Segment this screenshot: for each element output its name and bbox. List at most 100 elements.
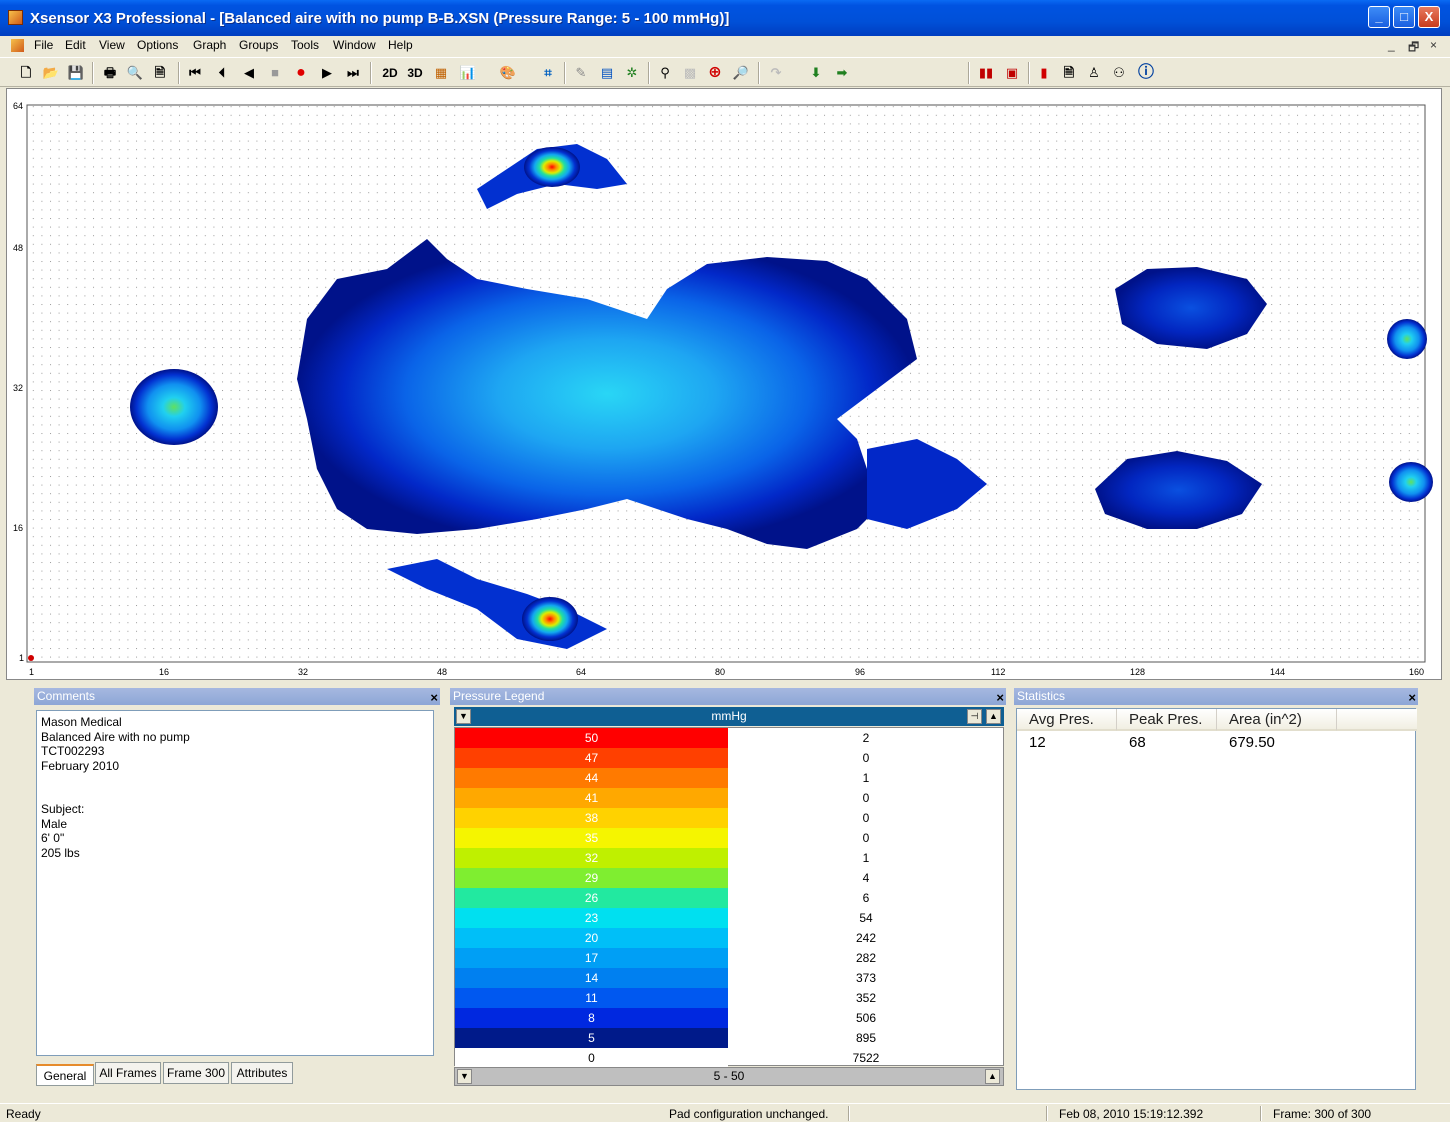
tab-all-frames[interactable]: All Frames xyxy=(95,1062,161,1084)
legend-table: 50 2 47 0 44 1 41 0 38 0 35 0 32 1 29 4 26 6 23 54 20 242 17 28… xyxy=(454,727,1004,1068)
pressure-map[interactable]: 64 48 32 16 1 1 16 32 48 64 80 96 112 12… xyxy=(6,88,1442,680)
tab-attributes[interactable]: Attributes xyxy=(231,1062,293,1084)
step-back-icon[interactable]: ◀ xyxy=(244,65,254,80)
menu-graph[interactable]: Graph xyxy=(193,38,227,52)
toolbar: 🗋 📂 💾 🖶 🔍 🗎 ⏮ ⏴ ◀ ■ ● ▶ ⏭ 2D 3D ▦ 📊 🎨 ⌗ … xyxy=(0,57,1450,87)
legend-dropdown-button[interactable]: ▼ xyxy=(456,709,471,724)
y-tick-32: 32 xyxy=(13,383,23,393)
stats-col-peak[interactable]: Peak Pres. xyxy=(1117,709,1217,731)
print-icon[interactable]: 🖶 xyxy=(103,65,117,80)
print-preview-icon[interactable]: 🔍 xyxy=(126,65,144,80)
info-icon[interactable]: ⓘ xyxy=(1137,64,1154,81)
stats-col-avg[interactable]: Avg Pres. xyxy=(1017,709,1117,731)
previous-frame-icon[interactable]: ⏴ xyxy=(218,65,226,80)
x-tick-128: 128 xyxy=(1130,667,1145,677)
mdi-close-button[interactable]: × xyxy=(1430,38,1438,52)
legend-count: 0 xyxy=(862,791,870,805)
comments-header: Comments × xyxy=(34,688,440,705)
app-icon[interactable] xyxy=(8,10,23,25)
legend-swatch: 38 xyxy=(455,808,728,828)
legend-toggle-icon[interactable]: ▮ xyxy=(1040,65,1048,80)
legend-count: 373 xyxy=(855,971,877,985)
export-icon[interactable]: ➡ xyxy=(836,65,848,80)
last-frame-icon[interactable]: ⏭ xyxy=(347,65,359,80)
record-icon[interactable]: ● xyxy=(296,64,306,81)
statistics-table: Avg Pres. Peak Pres. Area (in^2) 12 68 6… xyxy=(1016,708,1417,1090)
body-icon[interactable]: ♙ xyxy=(1088,65,1100,80)
menu-help[interactable]: Help xyxy=(388,38,413,52)
x-tick-160: 160 xyxy=(1409,667,1424,677)
legend-swatch: 5 xyxy=(455,1028,728,1048)
comment-line: Male xyxy=(41,816,68,831)
play-icon[interactable]: ▶ xyxy=(322,65,332,80)
legend-row: 0 7522 xyxy=(455,1048,1003,1068)
comments-toggle-icon[interactable]: 🗎 xyxy=(1063,65,1075,80)
zoom-icon[interactable]: 🔎 xyxy=(732,65,750,80)
title-bar: Xsensor X3 Professional - [Balanced aire… xyxy=(0,0,1450,36)
palette-icon[interactable]: 🎨 xyxy=(499,65,517,80)
legend-unit: mmHg xyxy=(711,709,747,723)
legend-scroll-up-button[interactable]: ▲ xyxy=(986,709,1001,724)
y-tick-1: 1 xyxy=(19,653,24,663)
menu-options[interactable]: Options xyxy=(137,38,179,52)
redo-icon[interactable]: ↷ xyxy=(770,65,782,80)
close-button[interactable]: X xyxy=(1418,6,1440,28)
stats-peak-value: 68 xyxy=(1129,734,1146,751)
legend-range-down-button[interactable]: ▼ xyxy=(457,1069,472,1084)
legend-close-button[interactable]: × xyxy=(996,690,1004,705)
menu-file[interactable]: File xyxy=(34,38,54,52)
legend-swatch: 0 xyxy=(455,1048,728,1068)
minimize-button[interactable]: _ xyxy=(1368,6,1390,28)
stats-col-area[interactable]: Area (in^2) xyxy=(1217,709,1337,731)
legend-unit-header: ▼ mmHg ⊣ ▲ xyxy=(454,707,1004,726)
menu-view[interactable]: View xyxy=(99,38,125,52)
comments-close-button[interactable]: × xyxy=(430,690,438,705)
statistics-panel: Statistics × Avg Pres. Peak Pres. Area (… xyxy=(1012,686,1420,1092)
page-setup-icon[interactable]: 🗎 xyxy=(154,65,166,80)
stats-area-value: 679.50 xyxy=(1229,734,1275,751)
document-icon[interactable] xyxy=(11,39,24,52)
grid-icon[interactable]: ⌗ xyxy=(544,65,552,80)
report-icon[interactable]: ▣ xyxy=(1005,65,1019,80)
tab-general[interactable]: General xyxy=(36,1064,94,1086)
comments-text[interactable]: Mason Medical Balanced Aire with no pump T… xyxy=(36,710,434,1056)
comment-line: February 2010 xyxy=(41,758,120,773)
menu-groups[interactable]: Groups xyxy=(239,38,279,52)
view-2d-button[interactable]: 2D xyxy=(382,66,398,80)
filter-icon[interactable]: ✲ xyxy=(626,65,638,80)
legend-count: 1 xyxy=(862,851,870,865)
pressure-map-svg[interactable]: 64 48 32 16 1 1 16 32 48 64 80 96 112 12… xyxy=(7,89,1441,679)
comment-line: Mason Medical xyxy=(41,715,122,729)
bar-graph-icon[interactable]: 📊 xyxy=(459,65,477,80)
disabled-tool-icon[interactable]: ▩ xyxy=(683,65,697,80)
new-file-icon[interactable]: 🗋 xyxy=(20,65,32,80)
tab-frame-300[interactable]: Frame 300 xyxy=(163,1062,229,1084)
contour-view-icon[interactable]: ▦ xyxy=(434,65,448,80)
split-view-icon[interactable]: ▮▮ xyxy=(978,65,994,80)
menu-tools[interactable]: Tools xyxy=(291,38,320,52)
open-folder-icon[interactable]: 📂 xyxy=(42,65,60,80)
statistics-close-button[interactable]: × xyxy=(1408,690,1416,705)
maximize-button[interactable]: □ xyxy=(1393,6,1415,28)
statistics-header: Statistics × xyxy=(1014,688,1418,705)
patient-icon[interactable]: ⚇ xyxy=(1113,65,1125,80)
person-icon[interactable]: ⚲ xyxy=(660,65,670,80)
legend-swatch: 11 xyxy=(455,988,728,1008)
legend-pin-button[interactable]: ⊣ xyxy=(967,709,982,724)
legend-range-bar[interactable]: ▼ 5 - 50 ▲ xyxy=(454,1067,1004,1086)
notes-icon[interactable]: ✎ xyxy=(575,65,587,80)
stop-icon[interactable]: ■ xyxy=(271,65,279,80)
save-icon[interactable]: 💾 xyxy=(67,65,85,80)
view-3d-button[interactable]: 3D xyxy=(407,66,423,80)
target-icon[interactable]: ⊕ xyxy=(708,64,722,81)
import-icon[interactable]: ⬇ xyxy=(810,65,822,80)
sensor-map-icon[interactable]: ▤ xyxy=(600,65,614,80)
legend-range-up-button[interactable]: ▲ xyxy=(985,1069,1000,1084)
menu-edit[interactable]: Edit xyxy=(65,38,86,52)
status-ready: Ready xyxy=(6,1107,41,1121)
legend-count: 1 xyxy=(862,771,870,785)
first-frame-icon[interactable]: ⏮ xyxy=(189,65,201,80)
mdi-restore-button[interactable]: 🗗 xyxy=(1408,40,1420,54)
menu-window[interactable]: Window xyxy=(333,38,376,52)
mdi-minimize-button[interactable]: _ xyxy=(1388,38,1395,52)
